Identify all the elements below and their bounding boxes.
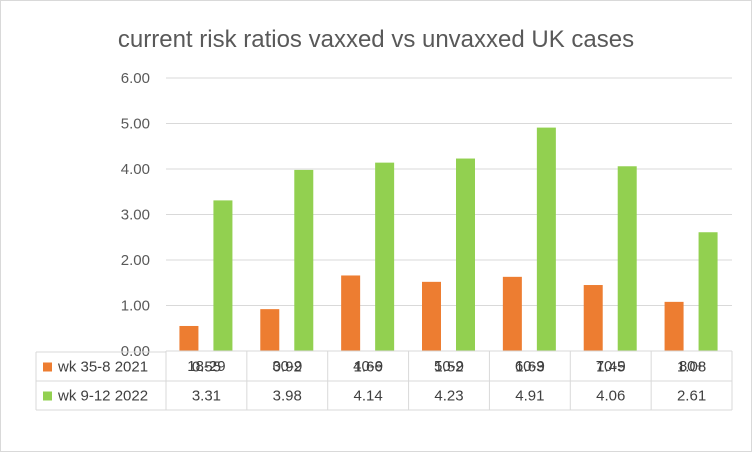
y-tick-label: 6.00 <box>121 70 150 87</box>
y-tick-label: 2.00 <box>121 252 150 269</box>
bar <box>179 325 199 351</box>
data-label: 3.98 <box>273 388 302 405</box>
category-label: 70-9 <box>596 358 626 375</box>
data-label: 1.52 <box>434 359 463 376</box>
bar <box>341 275 361 351</box>
data-label: 4.14 <box>354 388 383 405</box>
data-label: 0.55 <box>192 359 221 376</box>
category-label: 40-9 <box>353 358 383 375</box>
y-axis-ticks: 0.001.002.003.004.005.006.00 <box>121 70 150 360</box>
y-tick-label: 5.00 <box>121 116 150 133</box>
data-label: 3.31 <box>192 388 221 405</box>
legend-label: wk 9-12 2022 <box>57 388 148 405</box>
data-label: 2.61 <box>677 388 706 405</box>
bar <box>213 200 233 351</box>
bar <box>664 301 684 351</box>
category-label: 18-29 <box>187 358 225 375</box>
data-label: 1.66 <box>354 359 383 376</box>
bars <box>179 127 718 351</box>
bar <box>617 166 637 351</box>
bar <box>294 169 314 351</box>
data-label: 1.45 <box>596 359 625 376</box>
bar <box>456 158 475 351</box>
category-label: 80+ <box>679 358 705 375</box>
y-tick-label: 1.00 <box>121 298 150 315</box>
bar <box>375 162 395 351</box>
data-label: 1.63 <box>515 359 544 376</box>
legend-label: wk 35-8 2021 <box>57 359 148 376</box>
category-label: 50-9 <box>434 358 464 375</box>
data-label: 4.23 <box>434 388 463 405</box>
data-label: 4.91 <box>515 388 544 405</box>
bar <box>698 232 718 351</box>
bar <box>422 281 441 351</box>
data-label: 1.08 <box>677 359 706 376</box>
bar <box>536 127 556 351</box>
y-tick-label: 4.00 <box>121 161 150 178</box>
legend-swatch <box>43 391 52 401</box>
y-tick-label: 3.00 <box>121 207 150 224</box>
data-label: 0.92 <box>273 359 302 376</box>
legend-swatch <box>43 362 52 372</box>
category-label: 30-9 <box>272 358 302 375</box>
data-table: 18-29 30-9 40-9 50-9 60-9 70-9 80+ wk 35-8 2021… <box>35 350 733 411</box>
data-label: 4.06 <box>596 388 625 405</box>
category-label: 60-9 <box>515 358 545 375</box>
gridlines <box>166 77 732 306</box>
bar <box>260 309 280 351</box>
chart-title: current risk ratios vaxxed vs unvaxxed U… <box>118 26 634 53</box>
bar <box>502 276 522 351</box>
bar <box>583 285 603 351</box>
